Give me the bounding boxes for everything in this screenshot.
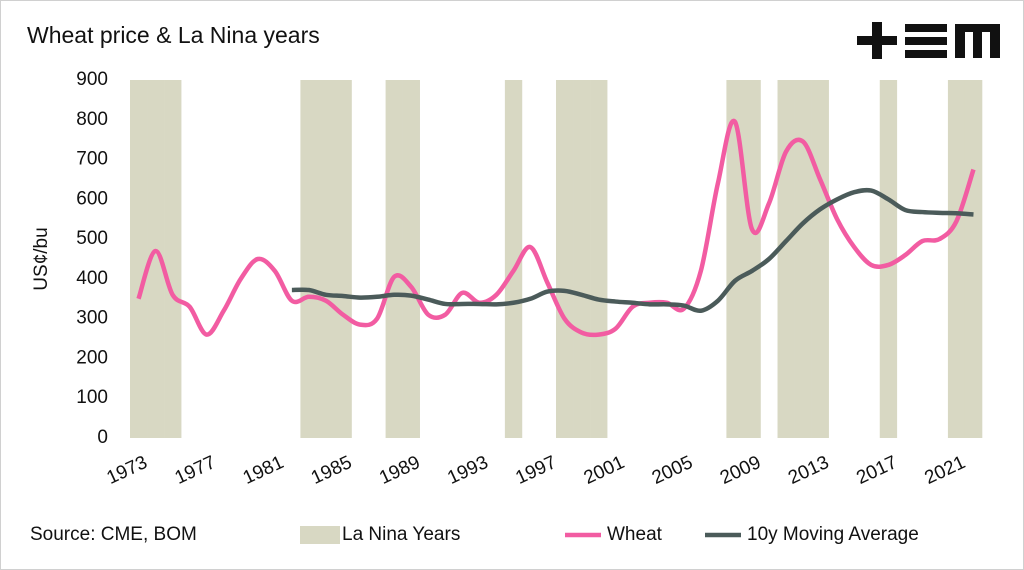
la-nina-bar (573, 80, 591, 438)
y-tick-label: 800 (76, 109, 108, 130)
la-nina-bar (504, 80, 523, 438)
la-nina-bar (147, 80, 165, 438)
la-nina-bar (726, 80, 744, 438)
la-nina-bar (556, 80, 574, 438)
line (291, 187, 974, 314)
la-nina-bar (385, 80, 403, 438)
la-nina-bar (777, 80, 795, 438)
la-nina-bar (811, 80, 829, 438)
la-nina-bar (947, 80, 966, 438)
la-nina-bar (130, 80, 148, 438)
lines (136, 118, 976, 338)
bars (130, 80, 983, 438)
la-nina-bar (794, 80, 812, 438)
y-tick-label: 100 (76, 387, 108, 408)
y-tick-label: 200 (76, 347, 108, 368)
line (136, 118, 976, 338)
chart-title: Wheat price & La Nina years (27, 22, 320, 48)
la-nina-bar (317, 80, 335, 438)
y-tick-label: 0 (97, 427, 108, 448)
legend-label: La Nina Years (342, 524, 460, 545)
la-nina-bar (402, 80, 420, 438)
la-nina-bar (300, 80, 318, 438)
y-tick-label: 400 (76, 268, 108, 289)
legend-label: Wheat (607, 524, 663, 545)
la-nina-bar (334, 80, 352, 438)
la-nina-bar (879, 80, 898, 438)
y-axis-label: US¢/bu (31, 227, 52, 290)
legend-swatch (300, 526, 340, 544)
la-nina-bar (743, 80, 761, 438)
la-nina-bar (590, 80, 608, 438)
y-tick-label: 500 (76, 228, 108, 249)
logo (857, 22, 1000, 59)
la-nina-bar (964, 80, 983, 438)
legend-label: 10y Moving Average (747, 524, 919, 545)
y-tick-label: 700 (76, 149, 108, 170)
source: Source: CME, BOM (30, 524, 197, 545)
y-tick-label: 300 (76, 308, 108, 329)
la-nina-bar (164, 80, 182, 438)
y-tick-label: 600 (76, 188, 108, 209)
y-tick-label: 900 (76, 69, 108, 90)
